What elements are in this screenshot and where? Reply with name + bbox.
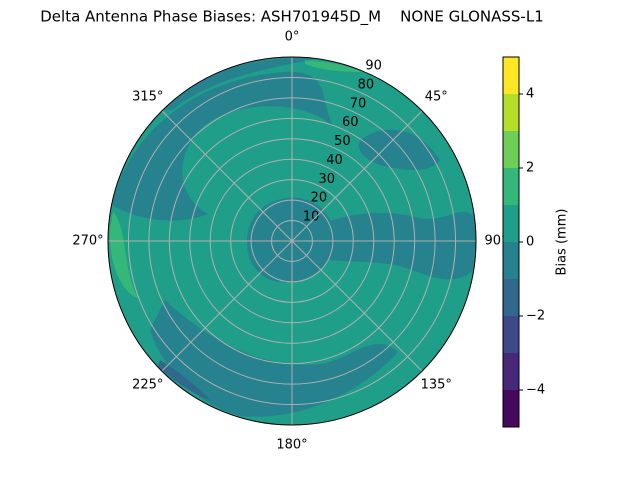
- contour-region: [358, 129, 440, 170]
- colorbar-tick-label: −2: [526, 309, 545, 324]
- contour-region: [305, 60, 362, 72]
- colorbar-tick-label: 2: [526, 161, 534, 176]
- colorbar-band: [503, 168, 519, 205]
- colorbar-tick-label: −4: [526, 383, 545, 398]
- r-tick-label: 90: [365, 59, 382, 74]
- colorbar-band: [503, 94, 519, 131]
- colorbar-label: Bias (mm): [555, 209, 570, 276]
- theta-tick-label: 90°: [484, 234, 507, 249]
- colorbar-band: [503, 57, 519, 94]
- contour-region: [150, 300, 398, 417]
- grid-spoke: [291, 110, 423, 242]
- theta-tick-label: 270°: [72, 234, 103, 249]
- plot-area: [108, 57, 476, 425]
- colorbar-tick-label: 4: [526, 87, 534, 102]
- r-tick-label: 10: [303, 210, 320, 225]
- colorbar-band: [503, 242, 519, 279]
- theta-tick-label: 225°: [132, 378, 163, 393]
- r-tick-label: 30: [318, 172, 335, 187]
- colorbar-tick-label: 0: [526, 235, 534, 250]
- colorbar-band: [503, 353, 519, 390]
- contour-region: [158, 360, 210, 400]
- grid-spoke: [161, 240, 293, 372]
- colorbar-band: [503, 205, 519, 242]
- chart-title: Delta Antenna Phase Biases: ASH701945D_M…: [40, 8, 544, 27]
- r-tick-label: 60: [342, 115, 359, 130]
- theta-tick-label: 45°: [425, 89, 448, 104]
- colorbar-band: [503, 316, 519, 353]
- r-tick-label: 50: [334, 134, 351, 149]
- r-tick-label: 80: [358, 77, 375, 92]
- theta-tick-label: 180°: [276, 438, 307, 453]
- r-tick-label: 20: [311, 191, 328, 206]
- grid-spoke: [161, 110, 293, 242]
- theta-tick-label: 0°: [285, 30, 300, 45]
- contour-region: [109, 212, 138, 298]
- colorbar-band: [503, 390, 519, 427]
- contour-region: [112, 71, 335, 221]
- r-tick-label: 40: [326, 153, 343, 168]
- colorbar-band: [503, 131, 519, 168]
- grid-spoke: [291, 240, 423, 372]
- r-tick-label: 70: [350, 96, 367, 111]
- polar-frame: [107, 56, 477, 426]
- theta-tick-label: 135°: [421, 378, 452, 393]
- overlay: 10 20 30 40 50 60 70 80 90 0° 45° 90° 135° 180° 225° 27…: [72, 30, 507, 453]
- theta-tick-label: 315°: [132, 89, 163, 104]
- colorbar-band: [503, 279, 519, 316]
